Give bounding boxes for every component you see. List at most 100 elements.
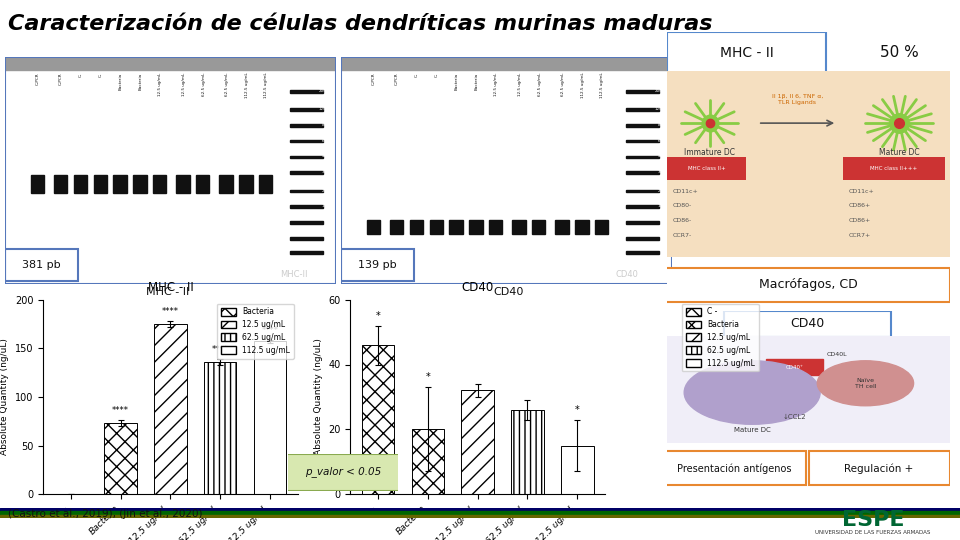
Bar — [626, 124, 659, 126]
Bar — [0, 508, 960, 511]
Text: C-: C- — [435, 72, 439, 77]
Text: 112.5 ug/mL: 112.5 ug/mL — [245, 72, 249, 98]
Text: 2000: 2000 — [319, 89, 329, 93]
Bar — [626, 156, 659, 158]
Text: 600: 600 — [658, 139, 665, 143]
Bar — [0, 515, 960, 518]
Bar — [626, 172, 659, 174]
FancyBboxPatch shape — [724, 310, 891, 337]
Text: 800: 800 — [658, 123, 665, 127]
Bar — [626, 206, 659, 208]
Text: *: * — [375, 310, 380, 321]
Bar — [562, 446, 593, 494]
Bar — [290, 90, 323, 92]
Text: 12.5 ug/mL: 12.5 ug/mL — [494, 72, 498, 96]
Bar — [626, 251, 659, 254]
Bar — [290, 172, 323, 174]
FancyBboxPatch shape — [5, 249, 78, 281]
Bar — [390, 220, 403, 234]
Text: MHC - II: MHC - II — [146, 287, 190, 298]
FancyBboxPatch shape — [664, 71, 953, 257]
FancyBboxPatch shape — [664, 336, 953, 444]
Bar — [54, 174, 67, 193]
Text: CD40: CD40 — [493, 287, 524, 298]
Bar — [626, 90, 659, 92]
Bar — [429, 220, 443, 234]
Text: Mature DC: Mature DC — [733, 427, 771, 433]
Legend: Bacteria, 12.5 ug/mL, 62.5 ug/mL, 112.5 ug/mL: Bacteria, 12.5 ug/mL, 62.5 ug/mL, 112.5 … — [217, 303, 294, 359]
Bar — [259, 174, 273, 193]
Text: 112.5 ug/mL: 112.5 ug/mL — [264, 72, 269, 98]
Bar — [412, 429, 444, 494]
Text: Mature DC: Mature DC — [879, 148, 920, 157]
Text: 600: 600 — [322, 139, 329, 143]
Bar — [367, 220, 380, 234]
Text: MHC-II: MHC-II — [279, 270, 307, 279]
Text: CD86-: CD86- — [673, 218, 692, 223]
Bar — [290, 190, 323, 192]
Text: 62.5 ug/mL: 62.5 ug/mL — [561, 72, 564, 96]
Text: Macrófagos, CD: Macrófagos, CD — [759, 278, 858, 292]
Text: 100: 100 — [658, 204, 665, 208]
Text: CD40⁺: CD40⁺ — [785, 365, 804, 370]
Text: 800: 800 — [322, 123, 329, 127]
Text: C-PCR: C-PCR — [60, 72, 63, 85]
Text: *: * — [425, 372, 430, 382]
Bar — [204, 362, 236, 494]
Text: C-: C- — [99, 72, 103, 77]
Text: ↓CCL2: ↓CCL2 — [782, 414, 806, 420]
Bar — [254, 341, 286, 494]
Bar — [469, 220, 483, 234]
Text: ****: **** — [212, 345, 228, 354]
Text: Bacteria: Bacteria — [455, 72, 459, 90]
Bar — [290, 221, 323, 224]
FancyBboxPatch shape — [667, 32, 826, 73]
Title: MHC - II: MHC - II — [148, 281, 193, 294]
Text: 300: 300 — [658, 170, 665, 174]
FancyBboxPatch shape — [667, 157, 747, 180]
Bar — [462, 390, 493, 494]
Bar — [626, 221, 659, 224]
FancyBboxPatch shape — [843, 157, 945, 180]
Text: CD80-: CD80- — [673, 204, 692, 208]
Text: 139 pb: 139 pb — [358, 260, 396, 271]
Text: 200: 200 — [658, 188, 665, 193]
Bar — [595, 220, 609, 234]
FancyBboxPatch shape — [766, 360, 823, 375]
Circle shape — [684, 361, 820, 424]
Text: 112.5 ug/mL: 112.5 ug/mL — [581, 72, 585, 98]
FancyBboxPatch shape — [341, 249, 414, 281]
Text: 400: 400 — [658, 154, 665, 159]
FancyBboxPatch shape — [808, 451, 950, 485]
Text: Regulación +: Regulación + — [844, 463, 913, 474]
Text: CD40: CD40 — [790, 317, 825, 330]
Text: MHC class II+++: MHC class II+++ — [870, 166, 918, 171]
Text: Bacteria: Bacteria — [138, 72, 143, 90]
Bar — [154, 174, 166, 193]
Bar — [220, 174, 232, 193]
Bar — [626, 140, 659, 143]
Text: ESPE: ESPE — [842, 510, 904, 530]
Bar — [512, 410, 543, 494]
Text: 381 pb: 381 pb — [22, 260, 60, 271]
Text: 12.5 ug/mL: 12.5 ug/mL — [158, 72, 162, 96]
Text: C-: C- — [79, 72, 83, 77]
Bar — [290, 156, 323, 158]
Text: 50 %: 50 % — [880, 45, 919, 60]
Bar — [290, 251, 323, 254]
Text: 62.5 ug/mL: 62.5 ug/mL — [225, 72, 228, 96]
Text: Caracterización de células dendríticas murinas maduras: Caracterización de células dendríticas m… — [8, 14, 712, 33]
Text: MHC class II+: MHC class II+ — [688, 166, 726, 171]
Bar — [105, 423, 136, 494]
Text: Il 1β, Il 6, TNF α,
TLR Ligands: Il 1β, Il 6, TNF α, TLR Ligands — [772, 94, 823, 105]
Text: UNIVERSIDAD DE LAS FUERZAS ARMADAS: UNIVERSIDAD DE LAS FUERZAS ARMADAS — [815, 530, 931, 535]
Text: Bacteria: Bacteria — [474, 72, 479, 90]
Bar — [113, 174, 127, 193]
Bar — [290, 124, 323, 126]
Text: ****: **** — [112, 407, 129, 415]
Bar — [362, 345, 394, 494]
Text: CD11c+: CD11c+ — [673, 188, 699, 194]
Y-axis label: Absolute Quantity (ng/uL): Absolute Quantity (ng/uL) — [0, 339, 10, 455]
Bar — [626, 108, 659, 111]
Text: CD86+: CD86+ — [849, 204, 871, 208]
